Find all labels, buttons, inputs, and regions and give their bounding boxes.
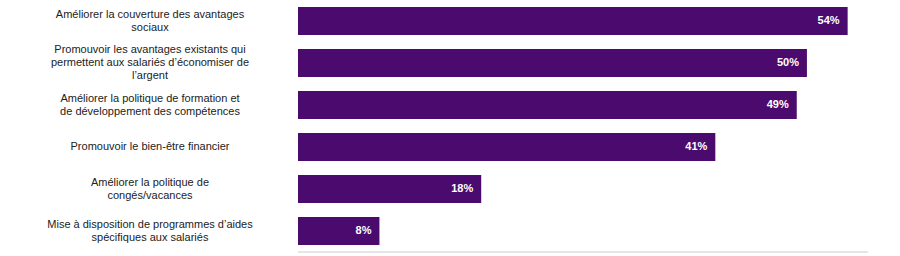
- svg-text:Promouvoir les avantages exist: Promouvoir les avantages existants quipe…: [51, 43, 249, 81]
- svg-text:8%: 8%: [356, 224, 372, 236]
- svg-text:49%: 49%: [767, 98, 789, 110]
- svg-text:Mise à disposition de programm: Mise à disposition de programmes d’aides…: [47, 217, 253, 242]
- svg-text:41%: 41%: [685, 140, 707, 152]
- svg-text:54%: 54%: [818, 14, 840, 26]
- svg-text:Améliorer la couverture des av: Améliorer la couverture des avantagessoc…: [56, 7, 245, 32]
- svg-text:Promouvoir le bien-être financ: Promouvoir le bien-être financier: [71, 140, 230, 152]
- svg-text:18%: 18%: [451, 182, 473, 194]
- svg-text:Améliorer la politique de form: Améliorer la politique de formation etde…: [60, 91, 240, 116]
- svg-text:50%: 50%: [777, 56, 799, 68]
- svg-text:Améliorer la politique decongé: Améliorer la politique decongés/vacances: [91, 175, 209, 200]
